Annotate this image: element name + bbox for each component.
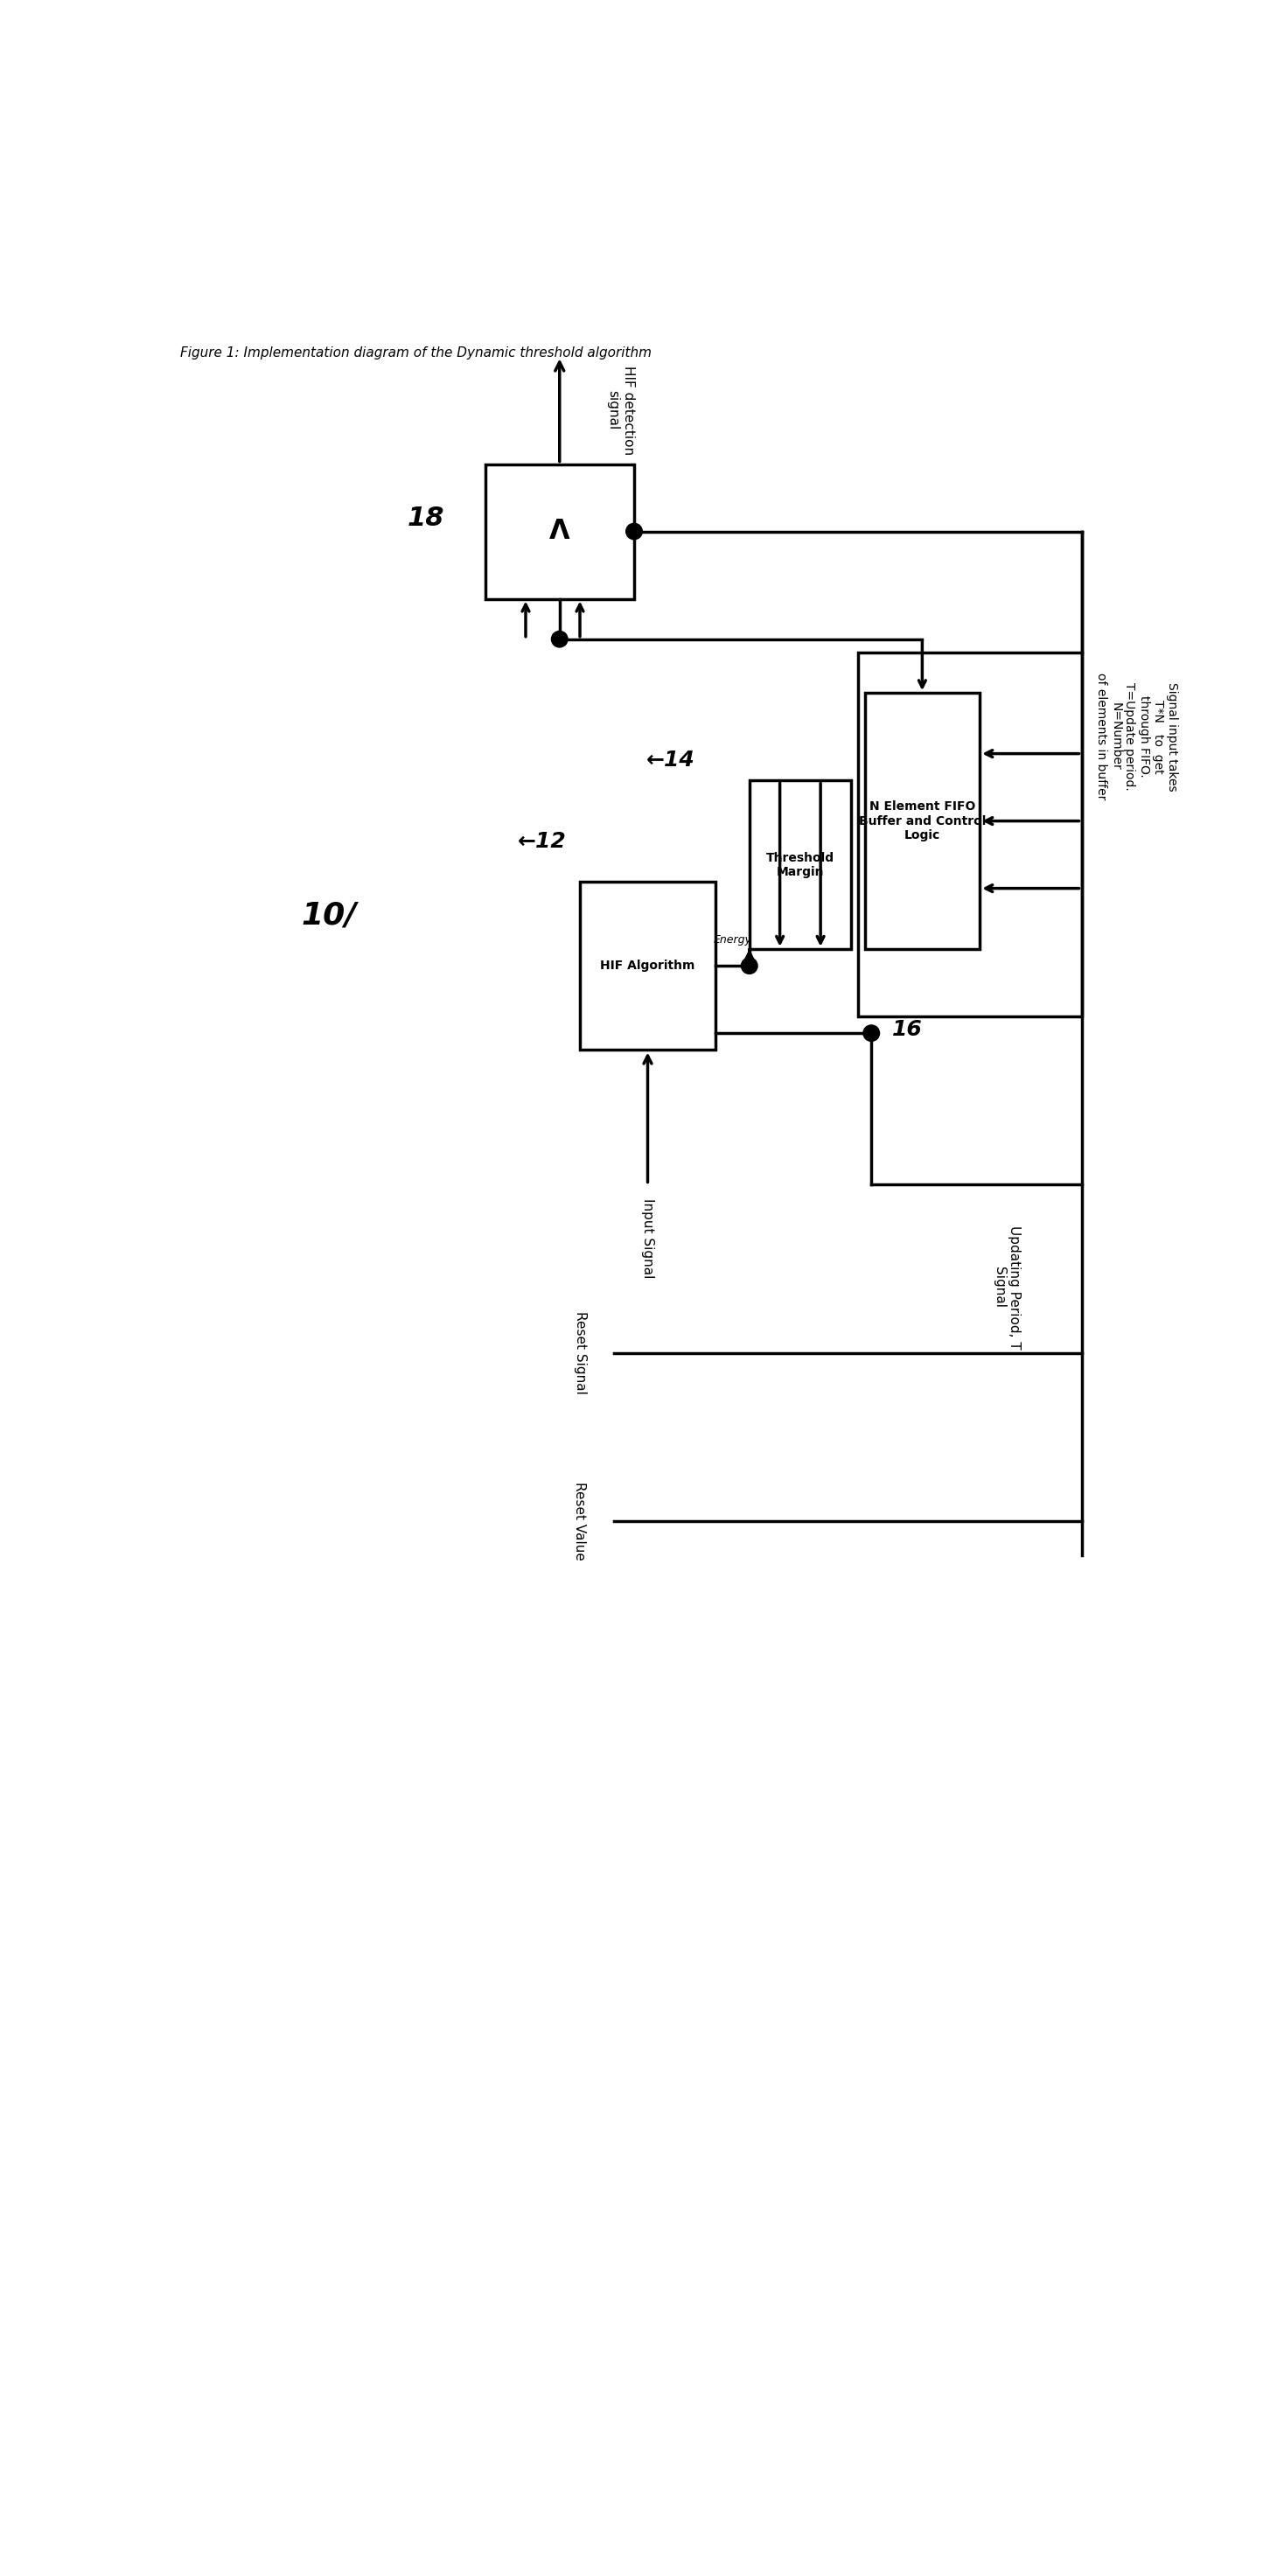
Text: Λ: Λ (549, 518, 570, 544)
Circle shape (626, 523, 642, 538)
Bar (580, 881, 715, 1051)
Text: 10/: 10/ (301, 902, 356, 930)
Bar (865, 693, 979, 948)
Text: HIF detection
signal: HIF detection signal (607, 366, 635, 456)
Circle shape (552, 631, 568, 647)
Text: Energy: Energy (714, 935, 752, 945)
Text: Reset Value: Reset Value (573, 1481, 586, 1561)
Circle shape (863, 1025, 880, 1041)
Text: Figure 1: Implementation diagram of the Dynamic threshold algorithm: Figure 1: Implementation diagram of the … (180, 345, 651, 358)
Bar (485, 464, 635, 598)
Text: 18: 18 (407, 505, 444, 531)
Text: Updating Period, T
Signal: Updating Period, T Signal (992, 1226, 1022, 1350)
Text: Input Signal: Input Signal (641, 1198, 654, 1278)
Bar (750, 781, 850, 948)
Bar (858, 652, 1082, 1018)
Text: ←14: ←14 (646, 750, 695, 770)
Text: Reset Signal: Reset Signal (573, 1311, 586, 1394)
Circle shape (741, 958, 757, 974)
Text: N Element FIFO
Buffer and Control
Logic: N Element FIFO Buffer and Control Logic (858, 801, 986, 842)
Text: Signal input takes
T*N   to  get
through FIFO.
T=Update period.
N=Number
of elem: Signal input takes T*N to get through FI… (1096, 672, 1179, 801)
Text: HIF Algorithm: HIF Algorithm (600, 961, 695, 971)
Text: Threshold
Margin: Threshold Margin (766, 853, 834, 878)
Text: 16: 16 (891, 1020, 922, 1041)
Text: ←12: ←12 (517, 829, 566, 853)
